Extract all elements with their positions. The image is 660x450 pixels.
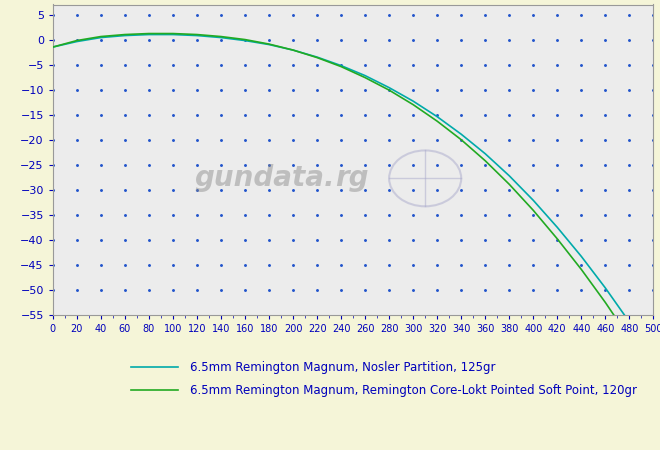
6.5mm Remington Magnum, Remington Core-Lokt Pointed Soft Point, 120gr <box>409 102 417 108</box>
6.5mm Remington Magnum, Remington Core-Lokt Pointed Soft Point, 120gr <box>529 207 537 213</box>
Text: rg: rg <box>335 164 368 193</box>
6.5mm Remington Magnum, Nosler Partition, 125gr <box>337 63 345 68</box>
6.5mm Remington Magnum, Remington Core-Lokt Pointed Soft Point, 120gr <box>97 34 105 39</box>
6.5mm Remington Magnum, Remington Core-Lokt Pointed Soft Point, 120gr <box>145 31 153 36</box>
6.5mm Remington Magnum, Remington Core-Lokt Pointed Soft Point, 120gr <box>578 267 585 272</box>
6.5mm Remington Magnum, Nosler Partition, 125gr <box>121 33 129 38</box>
6.5mm Remington Magnum, Nosler Partition, 125gr <box>529 198 537 203</box>
6.5mm Remington Magnum, Nosler Partition, 125gr <box>409 99 417 104</box>
6.5mm Remington Magnum, Remington Core-Lokt Pointed Soft Point, 120gr <box>73 38 81 43</box>
6.5mm Remington Magnum, Nosler Partition, 125gr <box>433 114 441 119</box>
6.5mm Remington Magnum, Nosler Partition, 125gr <box>649 356 657 362</box>
Text: gundata.: gundata. <box>195 164 335 193</box>
6.5mm Remington Magnum, Remington Core-Lokt Pointed Soft Point, 120gr <box>457 137 465 142</box>
6.5mm Remington Magnum, Nosler Partition, 125gr <box>73 39 81 44</box>
6.5mm Remington Magnum, Remington Core-Lokt Pointed Soft Point, 120gr <box>217 34 225 39</box>
6.5mm Remington Magnum, Nosler Partition, 125gr <box>145 32 153 37</box>
6.5mm Remington Magnum, Remington Core-Lokt Pointed Soft Point, 120gr <box>337 64 345 69</box>
6.5mm Remington Magnum, Remington Core-Lokt Pointed Soft Point, 120gr <box>649 374 657 379</box>
6.5mm Remington Magnum, Remington Core-Lokt Pointed Soft Point, 120gr <box>169 31 177 36</box>
6.5mm Remington Magnum, Remington Core-Lokt Pointed Soft Point, 120gr <box>385 87 393 93</box>
6.5mm Remington Magnum, Remington Core-Lokt Pointed Soft Point, 120gr <box>121 32 129 37</box>
6.5mm Remington Magnum, Nosler Partition, 125gr <box>601 285 609 291</box>
Line: 6.5mm Remington Magnum, Nosler Partition, 125gr: 6.5mm Remington Magnum, Nosler Partition… <box>53 35 653 359</box>
6.5mm Remington Magnum, Nosler Partition, 125gr <box>289 47 297 53</box>
6.5mm Remington Magnum, Nosler Partition, 125gr <box>169 32 177 37</box>
6.5mm Remington Magnum, Nosler Partition, 125gr <box>97 35 105 40</box>
6.5mm Remington Magnum, Remington Core-Lokt Pointed Soft Point, 120gr <box>193 32 201 37</box>
Line: 6.5mm Remington Magnum, Remington Core-Lokt Pointed Soft Point, 120gr: 6.5mm Remington Magnum, Remington Core-L… <box>53 34 653 376</box>
Legend: 6.5mm Remington Magnum, Nosler Partition, 125gr, 6.5mm Remington Magnum, Remingt: 6.5mm Remington Magnum, Nosler Partition… <box>131 361 637 397</box>
6.5mm Remington Magnum, Nosler Partition, 125gr <box>361 73 369 78</box>
6.5mm Remington Magnum, Nosler Partition, 125gr <box>193 33 201 38</box>
6.5mm Remington Magnum, Remington Core-Lokt Pointed Soft Point, 120gr <box>626 335 634 341</box>
6.5mm Remington Magnum, Nosler Partition, 125gr <box>578 254 585 259</box>
6.5mm Remington Magnum, Remington Core-Lokt Pointed Soft Point, 120gr <box>289 47 297 53</box>
6.5mm Remington Magnum, Remington Core-Lokt Pointed Soft Point, 120gr <box>553 236 561 242</box>
6.5mm Remington Magnum, Nosler Partition, 125gr <box>553 225 561 230</box>
6.5mm Remington Magnum, Nosler Partition, 125gr <box>265 42 273 47</box>
6.5mm Remington Magnum, Remington Core-Lokt Pointed Soft Point, 120gr <box>265 41 273 47</box>
6.5mm Remington Magnum, Nosler Partition, 125gr <box>241 38 249 43</box>
6.5mm Remington Magnum, Nosler Partition, 125gr <box>49 45 57 50</box>
6.5mm Remington Magnum, Nosler Partition, 125gr <box>385 85 393 90</box>
6.5mm Remington Magnum, Remington Core-Lokt Pointed Soft Point, 120gr <box>601 300 609 305</box>
6.5mm Remington Magnum, Nosler Partition, 125gr <box>481 151 489 157</box>
6.5mm Remington Magnum, Remington Core-Lokt Pointed Soft Point, 120gr <box>49 45 57 50</box>
6.5mm Remington Magnum, Remington Core-Lokt Pointed Soft Point, 120gr <box>481 158 489 163</box>
6.5mm Remington Magnum, Nosler Partition, 125gr <box>217 35 225 40</box>
6.5mm Remington Magnum, Nosler Partition, 125gr <box>457 131 465 137</box>
6.5mm Remington Magnum, Remington Core-Lokt Pointed Soft Point, 120gr <box>361 75 369 80</box>
6.5mm Remington Magnum, Remington Core-Lokt Pointed Soft Point, 120gr <box>506 182 513 187</box>
6.5mm Remington Magnum, Remington Core-Lokt Pointed Soft Point, 120gr <box>313 55 321 60</box>
6.5mm Remington Magnum, Nosler Partition, 125gr <box>313 54 321 60</box>
6.5mm Remington Magnum, Nosler Partition, 125gr <box>506 173 513 179</box>
6.5mm Remington Magnum, Nosler Partition, 125gr <box>626 320 634 325</box>
6.5mm Remington Magnum, Remington Core-Lokt Pointed Soft Point, 120gr <box>433 118 441 124</box>
6.5mm Remington Magnum, Remington Core-Lokt Pointed Soft Point, 120gr <box>241 37 249 42</box>
